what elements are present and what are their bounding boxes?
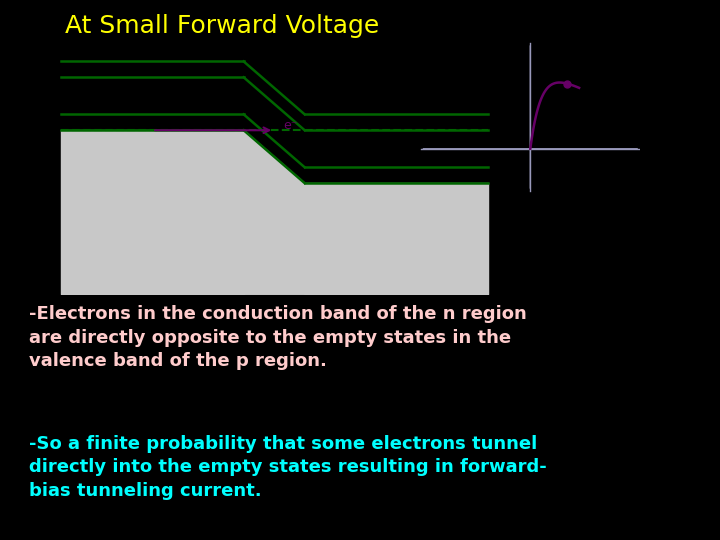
Text: -Electrons in the conduction band of the n region
are directly opposite to the e: -Electrons in the conduction band of the… bbox=[29, 305, 526, 370]
Text: -So a finite probability that some electrons tunnel
directly into the empty stat: -So a finite probability that some elect… bbox=[29, 435, 546, 500]
Text: V: V bbox=[646, 147, 654, 160]
Text: I: I bbox=[536, 28, 540, 40]
Text: At Small Forward Voltage: At Small Forward Voltage bbox=[65, 14, 379, 37]
Text: e⁻: e⁻ bbox=[284, 119, 297, 132]
